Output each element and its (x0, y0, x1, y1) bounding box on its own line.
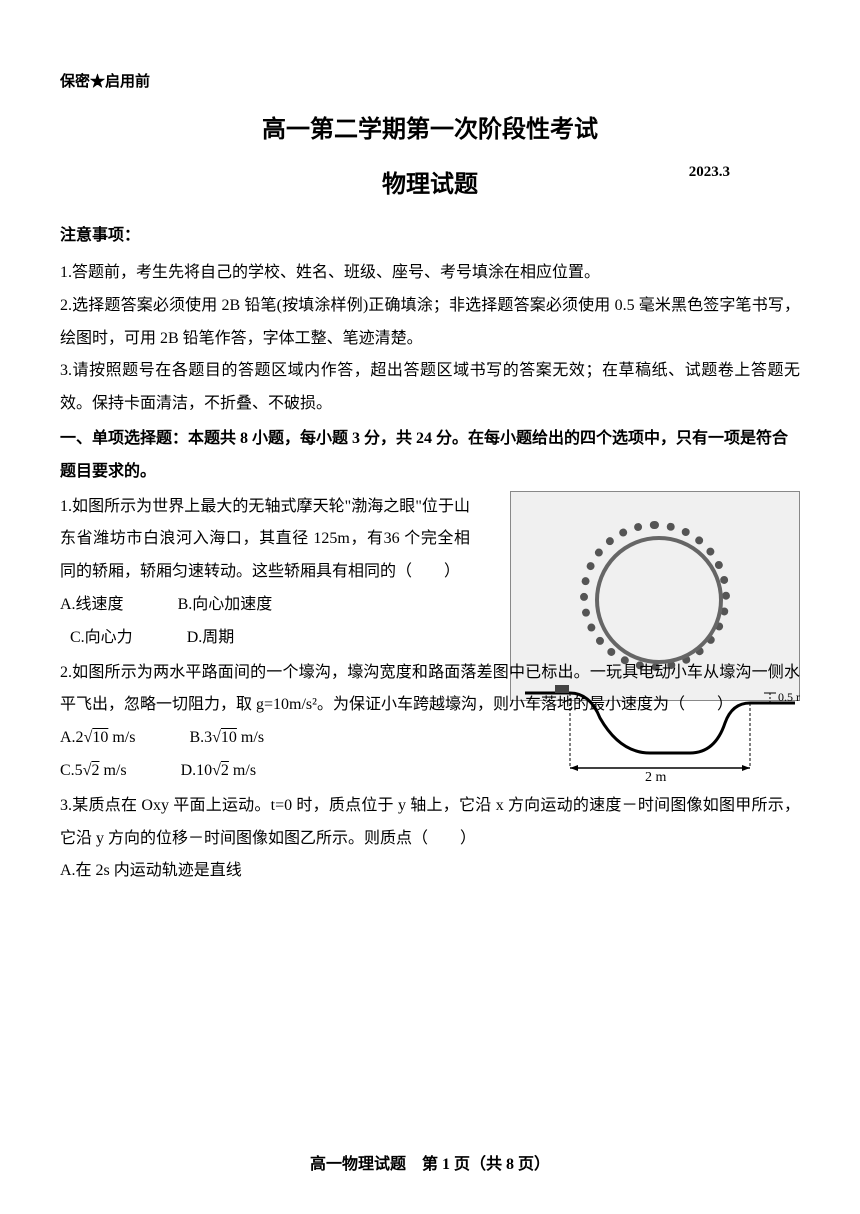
subject-title: 物理试题 (382, 164, 478, 199)
q2-option-c: C.5√2 m/s (60, 755, 127, 788)
notice-header: 注意事项： (60, 221, 800, 245)
notice-item-3: 3.请按照题号在各题目的答题区域内作答，超出答题区域书写的答案无效；在草稿纸、试… (60, 355, 800, 421)
q3-option-a: A.在 2s 内运动轨迹是直线 (60, 855, 800, 888)
ditch-svg-icon: 0.5 m 2 m (520, 673, 800, 783)
q1-option-c: C.向心力 (70, 622, 133, 655)
q1-text: 1.如图所示为世界上最大的无轴式摩天轮"渤海之眼"位于山东省潍坊市白浪河入海口，… (60, 491, 470, 589)
q2-option-a: A.2√10 m/s (60, 722, 135, 755)
width-label: 2 m (645, 770, 667, 783)
q2-options-row2: C.5√2 m/s D.10√2 m/s (60, 755, 480, 788)
ferris-wheel-icon (580, 521, 730, 671)
question-2: 2.如图所示为两水平路面间的一个壕沟，壕沟宽度和路面落差图中已标出。一玩具电动小… (60, 657, 800, 788)
exam-date: 2023.3 (689, 164, 730, 181)
confidential-label: 保密★启用前 (60, 70, 800, 91)
notice-item-2: 2.选择题答案必须使用 2B 铅笔(按填涂样例)正确填涂；非选择题答案必须使用 … (60, 290, 800, 356)
page-footer: 高一物理试题 第 1 页（共 8 页） (0, 1150, 860, 1174)
exam-title: 高一第二学期第一次阶段性考试 (60, 109, 800, 144)
q3-text: 3.某质点在 Oxy 平面上运动。t=0 时，质点位于 y 轴上，它沿 x 方向… (60, 790, 800, 856)
q1-options-row2: C.向心力 D.周期 (60, 622, 470, 655)
q2-option-d: D.10√2 m/s (181, 755, 256, 788)
section-1-header: 一、单项选择题：本题共 8 小题，每小题 3 分，共 24 分。在每小题给出的四… (60, 423, 800, 489)
question-3: 3.某质点在 Oxy 平面上运动。t=0 时，质点位于 y 轴上，它沿 x 方向… (60, 790, 800, 888)
q1-option-d: D.周期 (187, 622, 235, 655)
q2-option-b: B.3√10 m/s (189, 722, 264, 755)
q2-options-row1: A.2√10 m/s B.3√10 m/s (60, 722, 480, 755)
q1-options-row1: A.线速度 B.向心加速度 (60, 589, 470, 622)
q2-ditch-diagram: 0.5 m 2 m (520, 673, 800, 783)
subtitle-row: 物理试题 2023.3 (60, 164, 800, 199)
question-1: 1.如图所示为世界上最大的无轴式摩天轮"渤海之眼"位于山东省潍坊市白浪河入海口，… (60, 491, 800, 655)
height-label: 0.5 m (778, 690, 800, 704)
q1-option-a: A.线速度 (60, 589, 124, 622)
q1-option-b: B.向心加速度 (178, 589, 273, 622)
notice-item-1: 1.答题前，考生先将自己的学校、姓名、班级、座号、考号填涂在相应位置。 (60, 257, 800, 290)
